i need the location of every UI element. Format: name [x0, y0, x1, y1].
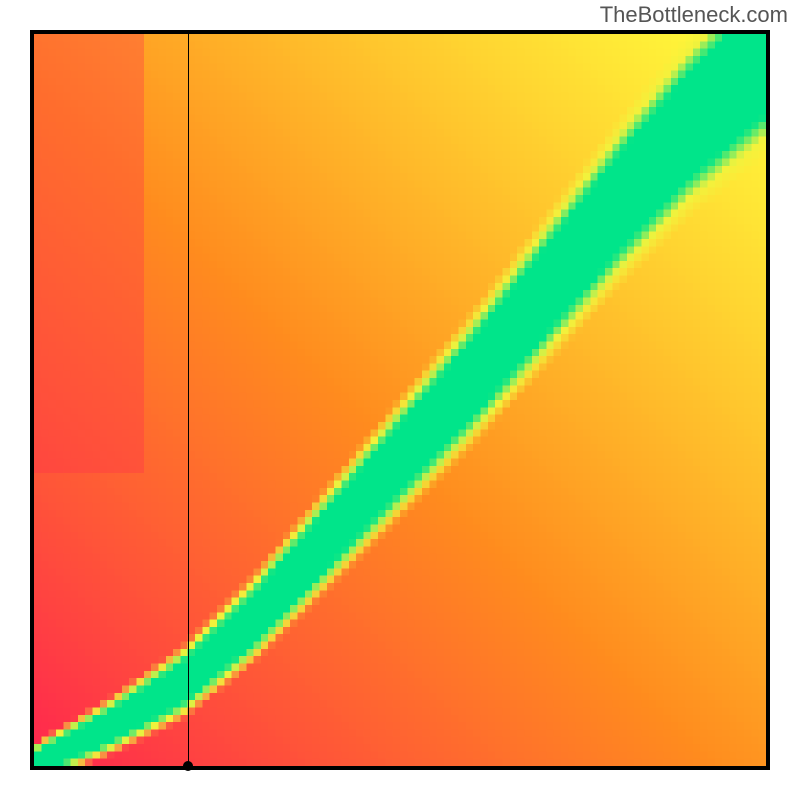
heatmap-canvas: [34, 34, 766, 766]
watermark: TheBottleneck.com: [600, 2, 788, 28]
